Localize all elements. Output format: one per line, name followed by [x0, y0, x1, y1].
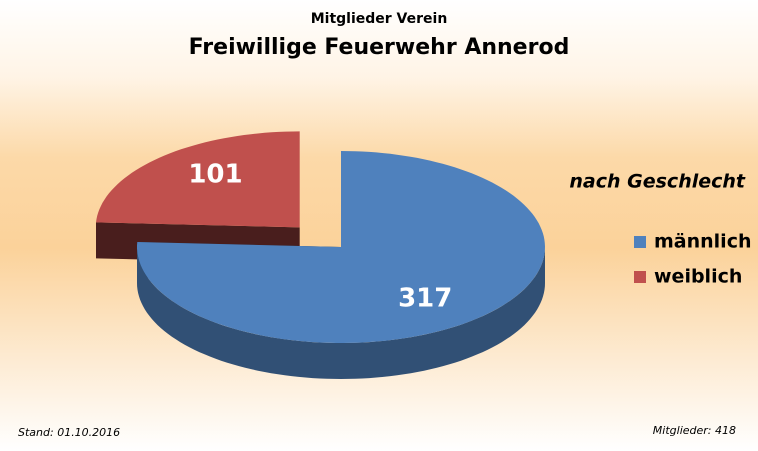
- chart-subtitle: Mitglieder Verein: [311, 11, 448, 27]
- pie: 317 101: [96, 131, 545, 379]
- chart-title: Freiwillige Feuerwehr Annerod: [189, 35, 570, 60]
- legend-swatch: [634, 236, 646, 248]
- data-label: 101: [188, 160, 242, 190]
- legend: männlich weiblich: [634, 231, 752, 288]
- legend-label: männlich: [654, 231, 752, 253]
- footer-right: Mitglieder: 418: [653, 424, 736, 437]
- slice: [137, 151, 545, 343]
- slice: [96, 131, 300, 228]
- slice-side: [137, 247, 545, 379]
- footer-left: Stand: 01.10.2016: [18, 426, 120, 439]
- legend-label: weiblich: [654, 266, 742, 288]
- legend-title: nach Geschlecht: [569, 171, 746, 193]
- legend-swatch: [634, 271, 646, 283]
- data-label: 317: [398, 284, 452, 314]
